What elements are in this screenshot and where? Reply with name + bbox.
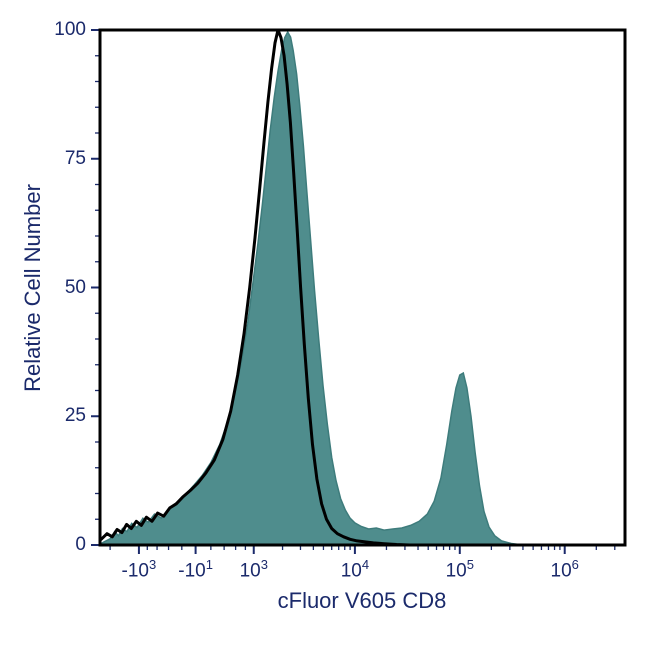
- x-axis-title: cFluor V605 CD8: [277, 588, 447, 613]
- y-axis-title: Relative Cell Number: [20, 184, 45, 392]
- plot-frame: [98, 28, 627, 547]
- filled-histogram-series-0: [100, 30, 524, 545]
- axis-ticks: [91, 29, 616, 554]
- outline-histogram-series-1: [100, 28, 411, 545]
